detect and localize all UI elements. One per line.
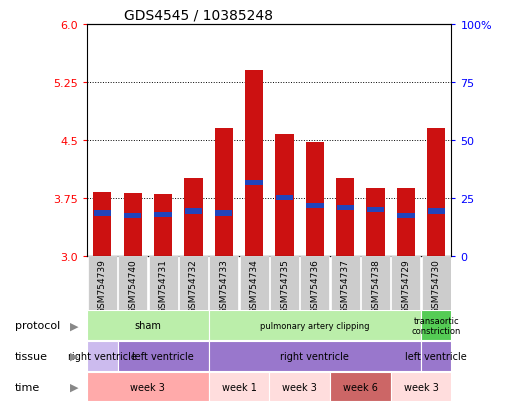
Text: GDS4545 / 10385248: GDS4545 / 10385248 <box>124 8 272 22</box>
Bar <box>336 178 354 256</box>
Text: ▶: ▶ <box>70 382 78 392</box>
Text: GSM754734: GSM754734 <box>250 259 259 313</box>
Bar <box>245 71 263 256</box>
Bar <box>209 372 269 401</box>
Bar <box>428 209 445 214</box>
Bar <box>337 206 354 211</box>
Text: GSM754738: GSM754738 <box>371 259 380 313</box>
Bar <box>209 341 421 371</box>
Text: GSM754737: GSM754737 <box>341 259 350 313</box>
Text: sham: sham <box>134 320 162 330</box>
Bar <box>270 256 299 310</box>
Bar <box>154 213 172 218</box>
Bar <box>88 256 117 310</box>
Text: week 3: week 3 <box>130 382 165 392</box>
Bar <box>87 372 209 401</box>
Bar <box>185 209 202 214</box>
Text: GSM754735: GSM754735 <box>280 259 289 313</box>
Text: GSM754739: GSM754739 <box>98 259 107 313</box>
Text: GSM754731: GSM754731 <box>159 259 168 313</box>
Bar <box>215 211 232 216</box>
Bar <box>240 256 269 310</box>
Text: time: time <box>15 382 40 392</box>
Text: transaortic
constriction: transaortic constriction <box>411 316 461 335</box>
Text: week 1: week 1 <box>222 382 256 392</box>
Text: pulmonary artery clipping: pulmonary artery clipping <box>260 321 369 330</box>
Bar <box>87 311 209 340</box>
Text: left ventricle: left ventricle <box>405 351 467 361</box>
Bar <box>93 193 111 256</box>
Bar <box>397 189 415 256</box>
Bar <box>331 256 360 310</box>
Bar <box>118 256 147 310</box>
Bar <box>87 341 117 371</box>
Bar <box>117 341 209 371</box>
Text: GSM754729: GSM754729 <box>401 259 410 313</box>
Text: GSM754732: GSM754732 <box>189 259 198 313</box>
Bar <box>275 134 293 256</box>
Bar <box>214 129 233 256</box>
Text: protocol: protocol <box>15 320 60 330</box>
Bar <box>94 211 111 216</box>
Text: GSM754730: GSM754730 <box>432 259 441 313</box>
Bar <box>361 256 390 310</box>
Bar <box>246 180 263 185</box>
Bar <box>397 213 415 218</box>
Bar <box>184 179 203 256</box>
Text: left ventricle: left ventricle <box>132 351 194 361</box>
Bar <box>269 372 330 401</box>
Bar <box>306 203 324 209</box>
Text: right ventricle: right ventricle <box>281 351 349 361</box>
Bar <box>427 129 445 256</box>
Text: tissue: tissue <box>15 351 48 361</box>
Text: GSM754736: GSM754736 <box>310 259 320 313</box>
Bar <box>209 256 239 310</box>
Bar <box>276 195 293 201</box>
Bar <box>124 194 142 256</box>
Bar <box>330 372 391 401</box>
Bar <box>366 189 385 256</box>
Bar <box>306 143 324 256</box>
Text: ▶: ▶ <box>70 351 78 361</box>
Bar <box>209 311 421 340</box>
Text: week 3: week 3 <box>404 382 439 392</box>
Bar <box>149 256 177 310</box>
Text: ▶: ▶ <box>70 320 78 330</box>
Text: week 6: week 6 <box>343 382 378 392</box>
Bar <box>421 341 451 371</box>
Bar <box>300 256 329 310</box>
Bar <box>421 311 451 340</box>
Bar <box>124 213 142 218</box>
Bar <box>154 195 172 256</box>
Text: GSM754740: GSM754740 <box>128 259 137 313</box>
Bar <box>391 256 421 310</box>
Text: GSM754733: GSM754733 <box>219 259 228 313</box>
Bar <box>422 256 451 310</box>
Text: week 3: week 3 <box>282 382 317 392</box>
Bar <box>367 207 384 213</box>
Bar <box>179 256 208 310</box>
Text: right ventricle: right ventricle <box>68 351 137 361</box>
Bar <box>391 372 451 401</box>
